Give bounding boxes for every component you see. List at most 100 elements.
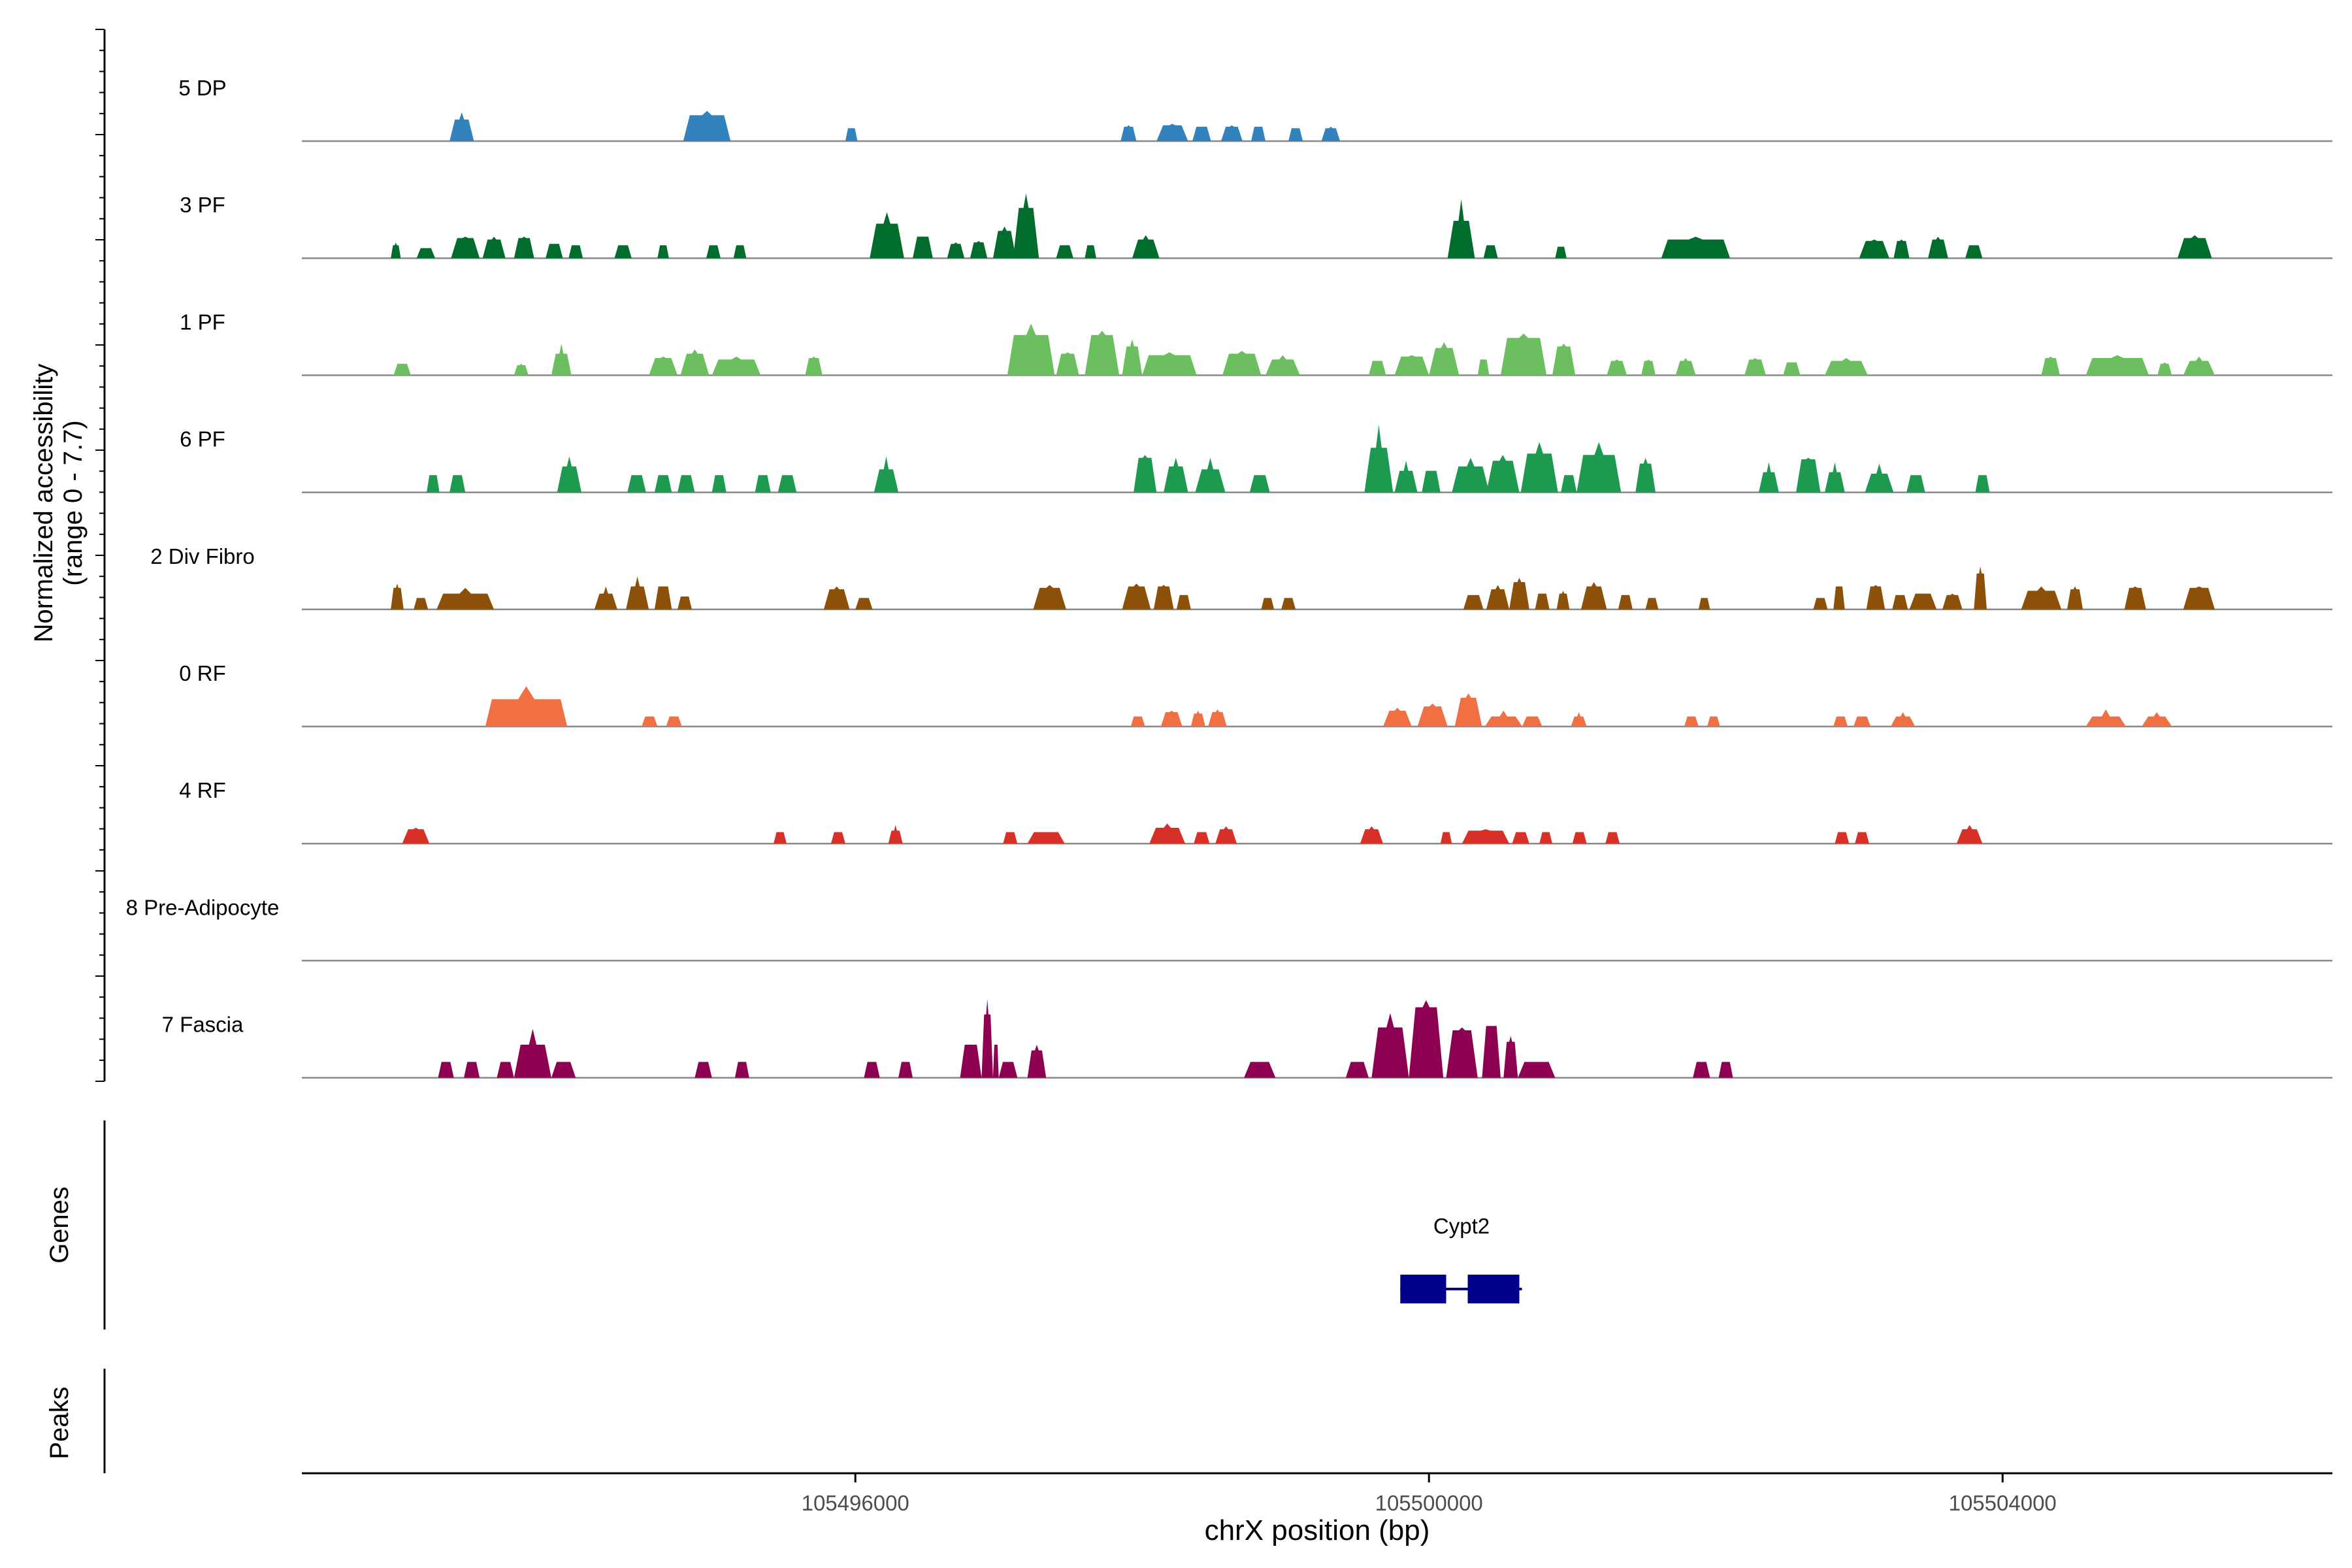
coverage-peak — [1580, 582, 1607, 610]
coverage-peak — [694, 1062, 712, 1078]
coverage-peak — [1190, 710, 1205, 727]
track-6-pf: 6 PF — [180, 425, 2332, 493]
coverage-peak — [1825, 358, 1868, 376]
coverage-peak — [551, 1062, 576, 1078]
coverage-peak — [970, 240, 988, 259]
coverage-peak — [678, 596, 692, 610]
coverage-peak — [614, 245, 632, 259]
coverage-peak — [1462, 829, 1510, 844]
coverage-peak — [1482, 1026, 1501, 1078]
x-tick-label: 105500000 — [1375, 1491, 1483, 1515]
coverage-peak — [2021, 586, 2062, 610]
coverage-peak — [1645, 598, 1659, 610]
coverage-peak — [733, 245, 747, 259]
coverage-peak — [1518, 1062, 1556, 1078]
coverage-peak — [1056, 352, 1079, 376]
coverage-peak — [1942, 593, 1963, 610]
coverage-peak — [1512, 832, 1529, 844]
coverage-peak — [416, 248, 436, 259]
coverage-peak — [1833, 716, 1848, 727]
coverage-peak — [823, 586, 850, 610]
coverage-peak — [874, 456, 899, 493]
coverage-peak — [1164, 457, 1188, 493]
y-axis-title-line1: Normalized accessibility — [29, 364, 58, 643]
track-label: 3 PF — [180, 193, 225, 217]
gene-exon — [1467, 1275, 1520, 1303]
coverage-peak — [1192, 127, 1211, 141]
coverage-peak — [497, 1062, 514, 1078]
coverage-peak — [1503, 1036, 1518, 1078]
gene-track — [1400, 1275, 1522, 1303]
coverage-peak — [1156, 123, 1188, 141]
track-label: 2 Div Fibro — [150, 544, 255, 568]
coverage-peak — [913, 237, 933, 259]
coverage-peak — [1454, 693, 1482, 727]
coverage-peak — [1383, 708, 1412, 727]
track-5-dp: 5 DP — [178, 76, 2332, 142]
coverage-peak — [898, 1062, 913, 1078]
gene-label-cypt2: Cypt2 — [1433, 1214, 1490, 1238]
coverage-peak — [1003, 832, 1018, 844]
coverage-peak — [683, 110, 731, 141]
coverage-peak — [1928, 237, 1948, 259]
coverage-peak — [568, 245, 583, 259]
coverage-peak — [1483, 245, 1498, 259]
coverage-peak — [992, 226, 1017, 259]
coverage-peak — [1369, 361, 1386, 376]
coverage-peak — [627, 475, 646, 493]
x-tick-label: 105496000 — [802, 1491, 909, 1515]
coverage-peak — [1974, 566, 1987, 610]
coverage-peak — [2183, 356, 2215, 376]
coverage-peak — [1500, 333, 1547, 376]
coverage-peak — [654, 586, 672, 610]
coverage-peak — [1085, 245, 1096, 259]
coverage-peak — [1281, 598, 1296, 610]
coverage-peak — [774, 832, 787, 844]
track-8-pre-adipocyte: 8 Pre-Adipocyte — [126, 895, 2332, 962]
coverage-peak — [393, 363, 411, 376]
coverage-peak — [1360, 826, 1383, 844]
coverage-peak — [1422, 470, 1441, 493]
track-label: 5 DP — [178, 76, 226, 100]
coverage-peak — [1033, 585, 1066, 610]
coverage-peak — [1556, 591, 1570, 610]
coverage-peak — [947, 242, 965, 259]
coverage-peak — [1130, 716, 1145, 727]
coverage-peak — [514, 237, 534, 259]
coverage-peak — [777, 475, 797, 493]
coverage-peak — [391, 583, 404, 610]
coverage-peak — [1447, 199, 1475, 259]
coverage-peak — [402, 828, 430, 844]
coverage-peak — [1618, 595, 1633, 610]
coverage-peak — [1160, 710, 1183, 727]
coverage-peak — [1693, 1062, 1710, 1078]
coverage-peak — [1906, 475, 1925, 493]
coverage-peak — [2157, 362, 2172, 376]
coverage-peak — [1195, 457, 1226, 493]
coverage-peak — [1865, 463, 1894, 493]
coverage-peak — [626, 576, 649, 610]
coverage-peak — [1134, 455, 1157, 493]
coverage-peak — [1571, 712, 1587, 727]
coverage-peak — [1825, 462, 1845, 493]
coverage-peak — [1345, 1062, 1369, 1078]
coverage-peak — [1440, 832, 1452, 844]
coverage-peak — [1215, 826, 1237, 844]
coverage-peak — [1605, 832, 1620, 844]
coverage-peak — [1132, 235, 1160, 259]
coverage-peak — [1607, 359, 1627, 376]
coverage-peak — [449, 112, 474, 141]
coverage-peak — [1463, 595, 1484, 610]
coverage-peak — [1813, 598, 1828, 610]
coverage-peak — [998, 1062, 1018, 1078]
coverage-peak — [2183, 586, 2215, 610]
coverage-peak — [2142, 712, 2172, 727]
coverage-peak — [678, 475, 695, 493]
peaks-track-label: Peaks — [45, 1386, 74, 1459]
coverage-peak — [649, 356, 678, 376]
coverage-peak — [642, 716, 658, 727]
coverage-peak — [1759, 462, 1779, 493]
coverage-peak — [1220, 125, 1243, 141]
coverage-peak — [1486, 455, 1520, 493]
coverage-peak — [1222, 351, 1262, 376]
